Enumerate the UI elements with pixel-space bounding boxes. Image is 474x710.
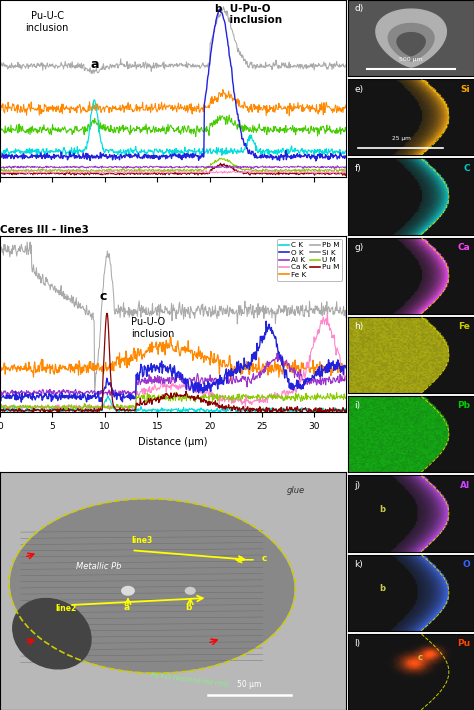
Text: Si: Si bbox=[461, 84, 470, 94]
Text: glue: glue bbox=[287, 486, 305, 495]
Text: line2: line2 bbox=[55, 604, 77, 613]
Text: k): k) bbox=[355, 560, 363, 569]
Text: Ca: Ca bbox=[457, 243, 470, 252]
Text: Pu: Pu bbox=[457, 639, 470, 648]
Circle shape bbox=[122, 586, 134, 595]
Text: f): f) bbox=[355, 164, 361, 173]
Text: h): h) bbox=[355, 322, 364, 332]
Ellipse shape bbox=[13, 599, 91, 669]
Legend: C K, O K, Al K, Ca K, Fe K, Pb M, Si K, U M, Pu M: C K, O K, Al K, Ca K, Fe K, Pb M, Si K, … bbox=[277, 239, 342, 280]
Text: b  U-Pu-O
    inclusion: b U-Pu-O inclusion bbox=[215, 4, 282, 26]
Text: C: C bbox=[464, 164, 470, 173]
Text: Al: Al bbox=[460, 481, 470, 490]
Text: Pu-U-O
inclusion: Pu-U-O inclusion bbox=[131, 317, 174, 339]
Text: Pu-U-C
inclusion: Pu-U-C inclusion bbox=[26, 11, 69, 33]
Text: a: a bbox=[90, 58, 99, 71]
Text: Metallic Pb: Metallic Pb bbox=[76, 562, 122, 572]
Text: b: b bbox=[380, 584, 386, 593]
Circle shape bbox=[185, 587, 195, 594]
Text: line3: line3 bbox=[131, 536, 153, 545]
Text: e): e) bbox=[355, 84, 364, 94]
Polygon shape bbox=[376, 9, 447, 67]
Text: a: a bbox=[123, 603, 129, 612]
Ellipse shape bbox=[10, 500, 294, 672]
Text: b: b bbox=[185, 603, 191, 612]
Text: d): d) bbox=[355, 4, 364, 13]
X-axis label: Distance (μm): Distance (μm) bbox=[138, 437, 208, 447]
Text: b: b bbox=[380, 505, 386, 514]
Text: Ceres III - line3: Ceres III - line3 bbox=[0, 225, 89, 235]
Text: c: c bbox=[99, 290, 106, 302]
Polygon shape bbox=[388, 23, 434, 61]
Text: Pb: Pb bbox=[457, 401, 470, 410]
Polygon shape bbox=[397, 33, 425, 56]
Text: 500 μm: 500 μm bbox=[399, 57, 423, 62]
Text: Fe: Fe bbox=[458, 322, 470, 332]
Text: g): g) bbox=[355, 243, 364, 252]
Text: j): j) bbox=[355, 481, 361, 490]
Text: c: c bbox=[418, 653, 422, 662]
Text: i): i) bbox=[355, 401, 361, 410]
Text: c: c bbox=[261, 554, 266, 563]
Text: Pb+O (weathered rim): Pb+O (weathered rim) bbox=[151, 672, 230, 688]
Text: 50 μm: 50 μm bbox=[237, 680, 261, 689]
Text: l): l) bbox=[355, 639, 361, 648]
Text: O: O bbox=[463, 560, 470, 569]
Text: 25 μm: 25 μm bbox=[392, 136, 410, 141]
